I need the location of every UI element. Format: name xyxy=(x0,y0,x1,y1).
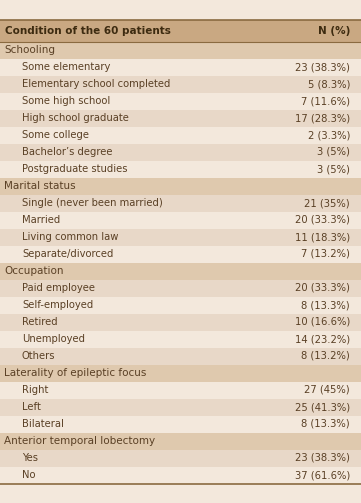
Bar xyxy=(0,330,361,348)
Text: Occupation: Occupation xyxy=(4,266,64,276)
Bar xyxy=(0,143,361,160)
Text: Left: Left xyxy=(22,402,41,412)
Bar xyxy=(0,313,361,330)
Text: 21 (35%): 21 (35%) xyxy=(304,198,350,208)
Bar xyxy=(0,263,361,280)
Text: 23 (38.3%): 23 (38.3%) xyxy=(295,62,350,72)
Text: 10 (16.6%): 10 (16.6%) xyxy=(295,317,350,327)
Bar xyxy=(0,245,361,263)
Text: Laterality of epileptic focus: Laterality of epileptic focus xyxy=(4,368,146,378)
Text: Separate/divorced: Separate/divorced xyxy=(22,249,113,259)
Bar xyxy=(0,365,361,381)
Text: Right: Right xyxy=(22,385,48,395)
Text: 37 (61.6%): 37 (61.6%) xyxy=(295,470,350,480)
Text: No: No xyxy=(22,470,35,480)
Text: 11 (18.3%): 11 (18.3%) xyxy=(295,232,350,242)
Text: Single (never been married): Single (never been married) xyxy=(22,198,163,208)
Bar xyxy=(0,211,361,228)
Text: 8 (13.3%): 8 (13.3%) xyxy=(301,300,350,310)
Text: 7 (13.2%): 7 (13.2%) xyxy=(301,249,350,259)
Text: Unemployed: Unemployed xyxy=(22,334,85,344)
Text: Some elementary: Some elementary xyxy=(22,62,110,72)
Bar xyxy=(0,381,361,398)
Bar xyxy=(0,450,361,466)
Text: Postgraduate studies: Postgraduate studies xyxy=(22,164,127,174)
Bar xyxy=(0,58,361,75)
Bar xyxy=(0,228,361,245)
Text: 3 (5%): 3 (5%) xyxy=(317,147,350,157)
Text: 5 (8.3%): 5 (8.3%) xyxy=(308,79,350,89)
Bar xyxy=(0,160,361,178)
Text: Elementary school completed: Elementary school completed xyxy=(22,79,170,89)
Text: 3 (5%): 3 (5%) xyxy=(317,164,350,174)
Text: 17 (28.3%): 17 (28.3%) xyxy=(295,113,350,123)
Bar xyxy=(0,93,361,110)
Bar xyxy=(0,195,361,211)
Text: Yes: Yes xyxy=(22,453,38,463)
Text: 20 (33.3%): 20 (33.3%) xyxy=(295,215,350,225)
Bar xyxy=(0,296,361,313)
Text: Bilateral: Bilateral xyxy=(22,419,64,429)
Text: Married: Married xyxy=(22,215,60,225)
Bar xyxy=(0,75,361,93)
Text: Self-employed: Self-employed xyxy=(22,300,93,310)
Bar xyxy=(0,110,361,126)
Bar xyxy=(0,20,361,42)
Text: Some high school: Some high school xyxy=(22,96,110,106)
Text: 25 (41.3%): 25 (41.3%) xyxy=(295,402,350,412)
Text: 14 (23.2%): 14 (23.2%) xyxy=(295,334,350,344)
Text: Marital status: Marital status xyxy=(4,181,75,191)
Text: 8 (13.3%): 8 (13.3%) xyxy=(301,419,350,429)
Text: Bachelor’s degree: Bachelor’s degree xyxy=(22,147,113,157)
Text: Some college: Some college xyxy=(22,130,89,140)
Text: 7 (11.6%): 7 (11.6%) xyxy=(301,96,350,106)
Text: N (%): N (%) xyxy=(318,26,350,36)
Bar xyxy=(0,433,361,450)
Bar xyxy=(0,398,361,415)
Text: 8 (13.2%): 8 (13.2%) xyxy=(301,351,350,361)
Bar xyxy=(0,126,361,143)
Text: 23 (38.3%): 23 (38.3%) xyxy=(295,453,350,463)
Text: Others: Others xyxy=(22,351,56,361)
Bar xyxy=(0,280,361,296)
Text: 20 (33.3%): 20 (33.3%) xyxy=(295,283,350,293)
Text: Condition of the 60 patients: Condition of the 60 patients xyxy=(5,26,171,36)
Text: Anterior temporal lobectomy: Anterior temporal lobectomy xyxy=(4,436,155,446)
Text: 27 (45%): 27 (45%) xyxy=(304,385,350,395)
Text: 2 (3.3%): 2 (3.3%) xyxy=(308,130,350,140)
Text: High school graduate: High school graduate xyxy=(22,113,129,123)
Text: Retired: Retired xyxy=(22,317,58,327)
Bar xyxy=(0,466,361,483)
Bar xyxy=(0,415,361,433)
Bar xyxy=(0,42,361,58)
Text: Living common law: Living common law xyxy=(22,232,118,242)
Bar xyxy=(0,348,361,365)
Text: Schooling: Schooling xyxy=(4,45,55,55)
Text: Paid employee: Paid employee xyxy=(22,283,95,293)
Bar xyxy=(0,178,361,195)
